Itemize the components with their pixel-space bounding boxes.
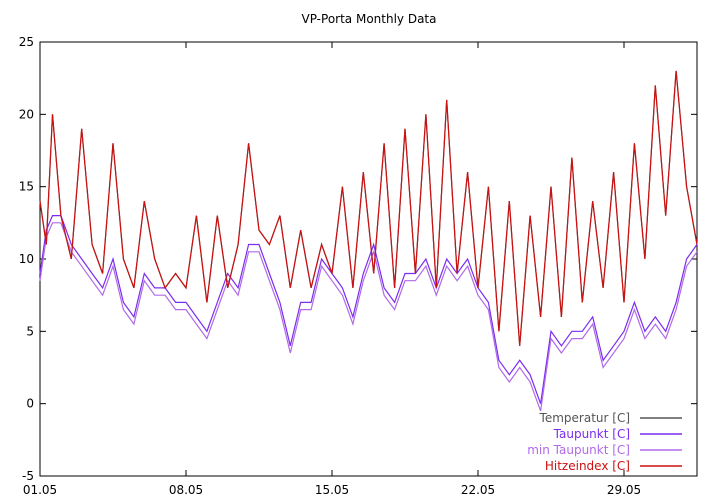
y-tick-label: 20 — [19, 107, 34, 121]
legend-label: Hitzeindex [C] — [545, 459, 630, 473]
series-line-1 — [39, 215, 698, 404]
series-layer — [39, 70, 698, 412]
y-tick-label: 0 — [26, 397, 34, 411]
legend-label: Taupunkt [C] — [553, 427, 630, 441]
series-line-2 — [39, 222, 698, 412]
x-tick-label: 22.05 — [461, 483, 495, 497]
axes: -5 0 5 10 15 20 25 01.05 08.05 15.05 22.05 29.05 — [19, 35, 698, 497]
x-tick-label: 08.05 — [169, 483, 203, 497]
legend-label: min Taupunkt [C] — [527, 443, 630, 457]
y-tick-label: 15 — [19, 180, 34, 194]
x-tick-label: 15.05 — [315, 483, 349, 497]
y-tick-label: -5 — [22, 469, 34, 483]
x-tick-label: 01.05 — [23, 483, 57, 497]
y-tick-label: 5 — [26, 324, 34, 338]
legend-label: Temperatur [C] — [539, 411, 630, 425]
series-line-3 — [39, 70, 698, 346]
legend: Temperatur [C] Taupunkt [C] min Taupunkt [… — [527, 411, 682, 473]
y-tick-label: 25 — [19, 35, 34, 49]
y-tick-label: 10 — [19, 252, 34, 266]
chart-title: VP-Porta Monthly Data — [302, 12, 437, 26]
x-tick-label: 29.05 — [607, 483, 641, 497]
